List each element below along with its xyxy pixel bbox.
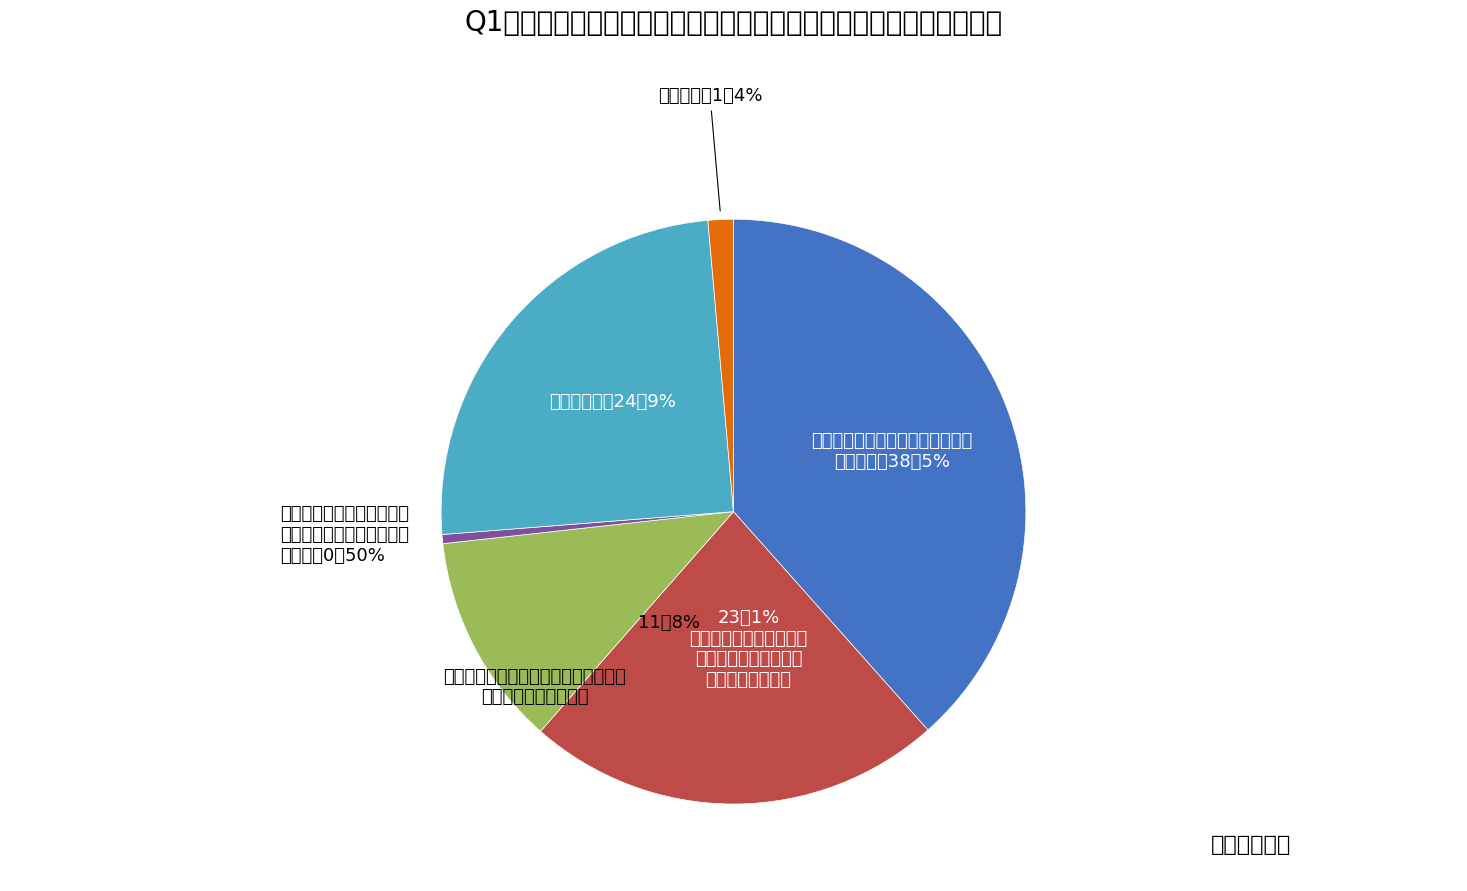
Text: 11．8%: 11．8% bbox=[638, 614, 700, 632]
Wedge shape bbox=[709, 219, 734, 511]
Wedge shape bbox=[443, 511, 734, 732]
Wedge shape bbox=[540, 511, 929, 804]
Wedge shape bbox=[442, 220, 734, 535]
Text: 子供が巣立ったら、住み替えるために
賃貸または売却したい: 子供が巣立ったら、住み替えるために 賃貸または売却したい bbox=[443, 667, 626, 707]
Text: 将来的には実家に戻りたい
ため、賃貸または売却した
い　　　0．50%: 将来的には実家に戻りたい ため、賃貸または売却した い 0．50% bbox=[280, 505, 409, 565]
Text: リノベる調べ: リノベる調べ bbox=[1210, 836, 1291, 855]
Text: わからない　24．9%: わからない 24．9% bbox=[549, 393, 676, 411]
Wedge shape bbox=[442, 511, 734, 544]
Text: 購入する住まいに一生住み続ける
　　　　　38．5%: 購入する住まいに一生住み続ける 38．5% bbox=[811, 432, 973, 470]
Text: その他　　1．4%: その他 1．4% bbox=[657, 87, 763, 211]
Title: Q1　住まいについて将来的にはどのようにしようと考えていますか？: Q1 住まいについて将来的にはどのようにしようと考えていますか？ bbox=[465, 10, 1002, 37]
Wedge shape bbox=[734, 219, 1025, 730]
Text: 23．1%
子供が大きくなったら、
住み替えるために賃貸
または売却したい: 23．1% 子供が大きくなったら、 住み替えるために賃貸 または売却したい bbox=[689, 609, 808, 690]
